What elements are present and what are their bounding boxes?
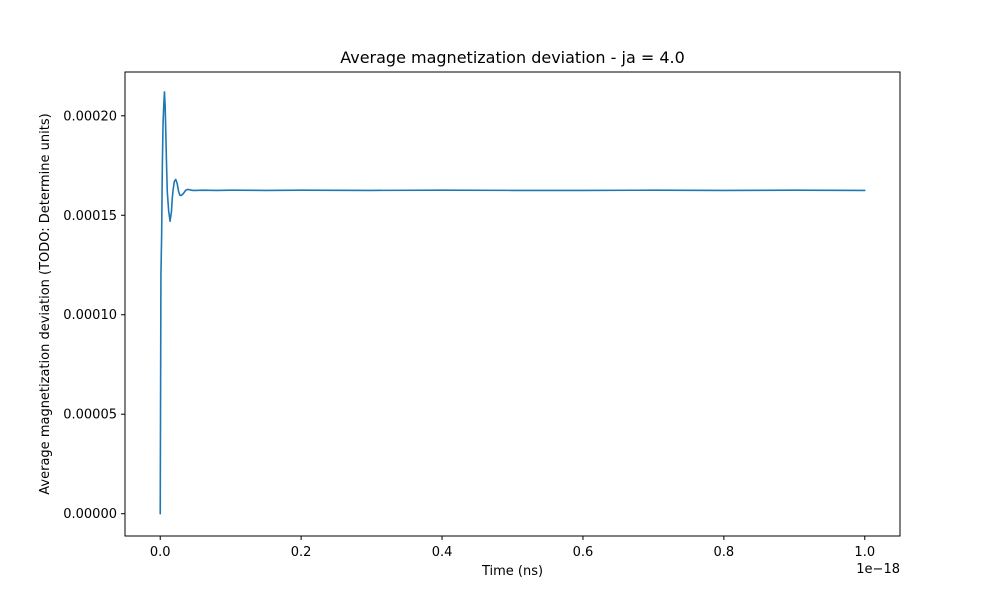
y-axis-ticks: 0.00000 0.00005 0.00010 0.00015 0.00020 <box>63 109 125 522</box>
series-layer <box>159 91 866 515</box>
x-tick-label: 0.6 <box>573 545 594 560</box>
x-axis-ticks: 0.0 0.2 0.4 0.6 0.8 1.0 <box>150 536 875 560</box>
plot-frame <box>124 71 901 537</box>
y-tick-label: 0.00000 <box>63 507 117 522</box>
x-axis-label: Time (ns) <box>481 564 543 579</box>
chart-title: Average magnetization deviation - ja = 4… <box>340 48 685 67</box>
x-tick-label: 1.0 <box>854 545 875 560</box>
x-tick-label: 0.0 <box>150 545 171 560</box>
y-tick-label: 0.00020 <box>63 109 117 124</box>
x-tick-label: 0.2 <box>291 545 312 560</box>
y-tick-label: 0.00015 <box>63 209 117 224</box>
y-axis-label: Average magnetization deviation (TODO: D… <box>38 113 53 494</box>
x-tick-label: 0.4 <box>432 545 453 560</box>
y-tick-label: 0.00010 <box>63 308 117 323</box>
y-tick-label: 0.00005 <box>63 408 117 423</box>
plot-area <box>125 72 900 536</box>
x-axis-offset-label: 1e−18 <box>856 562 900 577</box>
x-tick-label: 0.8 <box>714 545 735 560</box>
series-line <box>159 91 866 515</box>
